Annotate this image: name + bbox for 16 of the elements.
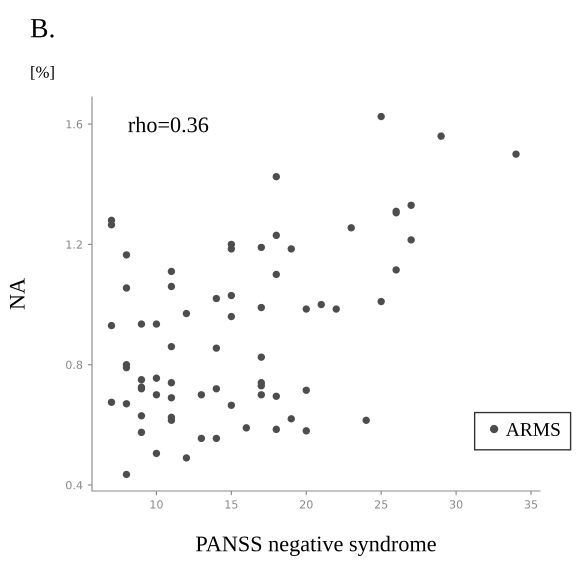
- chart-title: B.: [30, 19, 54, 38]
- annotation: rho=0.36: [128, 116, 208, 132]
- x-tick-label: 20: [300, 500, 313, 509]
- x-tick-label: 35: [524, 500, 538, 509]
- x-tick-label: 10: [150, 500, 163, 509]
- y-tick-label: 0.4: [66, 480, 82, 490]
- y-axis-title: NA: [10, 278, 25, 310]
- legend-label: ARMS: [506, 423, 560, 436]
- y-tick-label: 1.6: [66, 120, 82, 128]
- x-axis-title: PANSS negative syndrome: [196, 536, 436, 556]
- x-tick-label: 30: [450, 500, 462, 509]
- y-tick-label: 1.2: [66, 240, 82, 249]
- x-tick-label: 25: [374, 500, 388, 509]
- y-tick-label: 0.8: [66, 360, 82, 370]
- x-tick-label: 15: [225, 500, 238, 509]
- text: [%]: [31, 66, 54, 80]
